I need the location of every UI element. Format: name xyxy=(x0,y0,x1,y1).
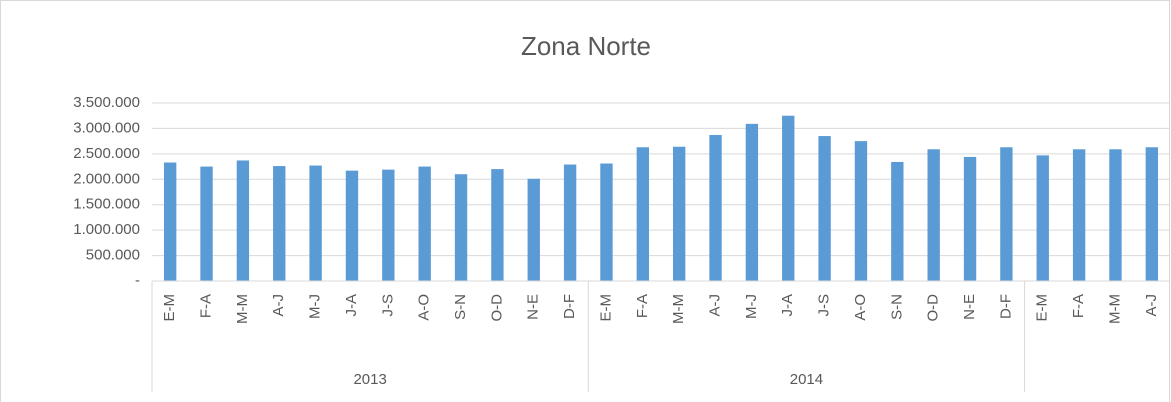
bar xyxy=(1036,155,1049,281)
x-tick-label: E-M xyxy=(597,294,614,322)
y-tick-label: 3.500.000 xyxy=(73,94,140,111)
bar xyxy=(454,174,468,281)
y-tick-label: 500.000 xyxy=(86,247,140,264)
bar xyxy=(563,164,577,281)
chart-title: Zona Norte xyxy=(521,31,651,61)
x-tick-label: S-N xyxy=(452,294,469,320)
bar xyxy=(273,166,286,281)
x-tick-label: A-J xyxy=(1143,294,1160,317)
bar xyxy=(1072,149,1086,281)
bar xyxy=(309,165,322,281)
bar xyxy=(1109,149,1122,281)
bar xyxy=(382,169,395,281)
x-tick-label: D-F xyxy=(997,294,1014,319)
x-tick-label: M-M xyxy=(1106,294,1123,324)
x-tick-label: F-A xyxy=(1070,294,1087,318)
x-tick-label: J-S xyxy=(379,294,396,317)
x-tick-label: J-S xyxy=(816,294,833,317)
bar xyxy=(927,149,940,281)
x-tick-label: A-J xyxy=(707,294,724,317)
x-tick-label: E-M xyxy=(1034,294,1051,322)
bar xyxy=(891,161,904,281)
group-label: 2014 xyxy=(790,371,823,388)
x-tick-label: A-O xyxy=(852,294,869,321)
x-tick-label: M-J xyxy=(743,294,760,319)
x-tick-label: S-N xyxy=(888,294,905,320)
bar xyxy=(818,136,831,281)
x-tick-label: E-M xyxy=(161,294,178,322)
bar xyxy=(600,163,613,281)
x-tick-label: O-D xyxy=(488,294,505,322)
bar xyxy=(527,178,540,281)
x-tick-label: N-E xyxy=(961,294,978,320)
group-label: 2013 xyxy=(353,371,386,388)
y-tick-label: 2.500.000 xyxy=(73,145,140,162)
bar xyxy=(418,166,431,281)
x-tick-label: M-M xyxy=(234,294,251,324)
bar xyxy=(672,146,686,281)
bar xyxy=(963,156,977,281)
bar xyxy=(163,162,177,281)
y-tick-label: 3.000.000 xyxy=(73,119,140,136)
bar xyxy=(491,169,504,281)
bar xyxy=(745,123,759,281)
x-tick-label: J-A xyxy=(779,294,796,317)
bar xyxy=(709,135,722,281)
x-tick-label: F-A xyxy=(198,294,215,318)
bar xyxy=(345,170,359,281)
bar xyxy=(782,115,795,281)
y-tick-label: - xyxy=(135,272,140,289)
y-tick-label: 1.000.000 xyxy=(73,221,140,238)
bar xyxy=(1145,147,1159,281)
bar xyxy=(236,160,250,281)
x-tick-label: D-F xyxy=(561,294,578,319)
x-tick-label: A-J xyxy=(270,294,287,317)
x-tick-label: F-A xyxy=(634,294,651,318)
bar xyxy=(854,141,868,281)
bar xyxy=(636,147,650,281)
x-tick-label: A-O xyxy=(416,294,433,321)
y-tick-label: 1.500.000 xyxy=(73,196,140,213)
x-tick-label: J-A xyxy=(343,294,360,317)
bar xyxy=(1000,147,1013,281)
x-tick-label: N-E xyxy=(525,294,542,320)
x-tick-label: M-M xyxy=(670,294,687,324)
x-tick-label: O-D xyxy=(925,294,942,322)
bar xyxy=(200,166,213,281)
y-tick-label: 2.000.000 xyxy=(73,170,140,187)
x-tick-label: M-J xyxy=(307,294,324,319)
